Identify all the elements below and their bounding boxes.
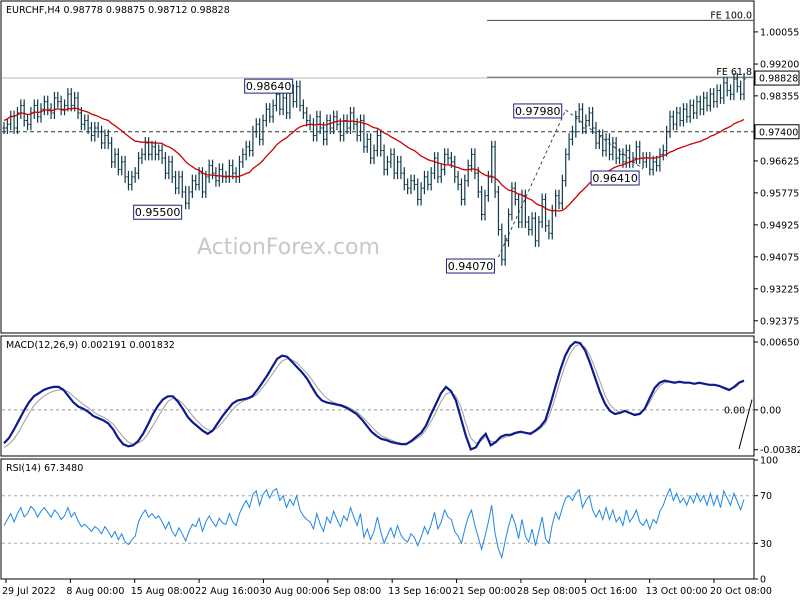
rsi-y-tick-label: 0	[760, 575, 766, 586]
macd-layer	[2, 340, 754, 451]
swing-line	[497, 109, 567, 258]
price-y-tick-label: 0.93225	[760, 284, 799, 295]
price-y-tick-label: 0.92375	[760, 316, 799, 327]
price-y-tick-label: 1.00055	[760, 27, 799, 38]
macd-y-tick-label: 0.006509	[760, 338, 800, 349]
axis-layer: 1.00055 0.99200 0.98355 0.97400 0.96625 0.957…	[2, 27, 800, 597]
x-tick-label: 30 Aug 00:00	[259, 586, 323, 597]
support-level-tag: 0.97400	[759, 127, 798, 138]
price-y-tick-label: 0.94075	[760, 252, 799, 263]
x-tick-label: 8 Aug 00:00	[66, 586, 124, 597]
rsi-y-tick-label: 30	[760, 539, 772, 550]
x-tick-label: 28 Sep 08:00	[517, 586, 580, 597]
macd-y-tick-label: -0.003828	[760, 445, 800, 456]
x-tick-label: 6 Sep 08:00	[324, 586, 381, 597]
price-y-tick-label: 0.98355	[760, 91, 799, 102]
x-tick-label: 13 Sep 16:00	[388, 586, 451, 597]
rsi-y-tick-label: 70	[760, 491, 772, 502]
macd-signal-line	[3, 343, 740, 448]
price-panel-frame	[0, 0, 755, 334]
price-annotation-label: 0.94070	[448, 260, 494, 273]
price-y-tick-label: 0.99200	[760, 60, 799, 71]
price-annotation-label: 0.96410	[592, 172, 638, 185]
rsi-header: RSI(14) 67.3480	[6, 463, 83, 474]
price-annotation-label: 0.95500	[135, 206, 181, 219]
macd-header: MACD(12,26,9) 0.002191 0.001832	[6, 340, 175, 351]
price-annotation-box	[133, 204, 183, 220]
x-tick-label: 29 Jul 2022	[2, 586, 56, 597]
price-y-tick-label: 0.96625	[760, 156, 799, 167]
price-annotation-box	[513, 103, 563, 119]
price-y-tick-label: 0.94925	[760, 220, 799, 231]
support-level-tag-box	[754, 124, 800, 140]
rsi-line	[3, 487, 745, 560]
x-tick-label: 13 Oct 00:00	[646, 586, 708, 597]
x-tick-label: 15 Aug 08:00	[131, 586, 195, 597]
price-layer: FE 100.0 FE 61.8 0.98640 0.95500 0.94070 0.97…	[2, 10, 754, 274]
last-price-tag: 0.98828	[759, 74, 798, 85]
macd-trendline	[738, 399, 753, 450]
x-tick-label: 22 Aug 16:00	[195, 586, 259, 597]
last-price-tag-box	[754, 70, 800, 86]
macd-y-tick-label: 0.00	[760, 405, 781, 416]
x-tick-label: 21 Sep 00:00	[453, 586, 516, 597]
macd-panel-frame	[0, 335, 755, 457]
swing-line	[565, 109, 644, 170]
price-y-tick-label: 0.95775	[760, 188, 799, 199]
macd-line	[3, 340, 745, 451]
price-annotation-box	[590, 170, 640, 186]
fib-label: FE 100.0	[710, 10, 752, 21]
x-tick-label: 5 Oct 16:00	[581, 586, 637, 597]
price-annotation-box	[445, 258, 495, 274]
watermark: ActionForex.com	[197, 235, 380, 260]
macd-zero-label: 0.00	[724, 405, 745, 416]
fib-label: FE 61.8	[716, 67, 752, 78]
rsi-y-tick-label: 100	[760, 456, 778, 467]
price-annotation-label: 0.98640	[246, 80, 292, 93]
rsi-layer	[2, 487, 754, 560]
price-annotation-box	[244, 78, 294, 94]
x-tick-label: 20 Oct 08:00	[710, 586, 772, 597]
price-annotation-label: 0.97980	[515, 105, 561, 118]
price-header: EURCHF,H4 0.98778 0.98875 0.98712 0.9882…	[6, 5, 230, 16]
moving-average-line	[3, 107, 745, 212]
